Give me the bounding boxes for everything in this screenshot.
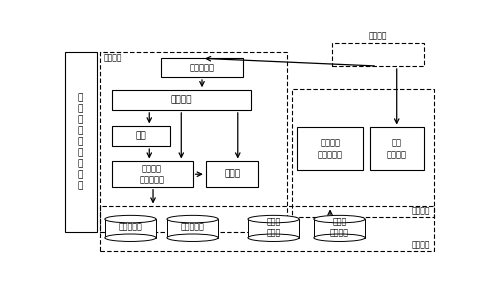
Text: 备份数据库: 备份数据库 xyxy=(119,223,142,232)
Bar xyxy=(65,52,97,232)
Ellipse shape xyxy=(105,215,156,223)
Text: 网
络
安
全
管
理
与
监
控: 网 络 安 全 管 理 与 监 控 xyxy=(78,93,83,191)
Bar xyxy=(100,206,434,251)
Bar xyxy=(105,219,156,238)
Text: 外部数据: 外部数据 xyxy=(369,32,387,41)
Bar xyxy=(248,219,299,238)
Bar xyxy=(167,219,218,238)
Ellipse shape xyxy=(167,215,218,223)
Bar xyxy=(293,89,434,217)
Text: 预警: 预警 xyxy=(136,132,146,141)
Text: 入侵检测: 入侵检测 xyxy=(171,95,192,105)
Bar xyxy=(112,126,170,146)
Bar xyxy=(369,127,424,170)
Text: 攻击特征库: 攻击特征库 xyxy=(181,223,205,232)
Ellipse shape xyxy=(167,234,218,241)
Ellipse shape xyxy=(105,234,156,241)
Bar xyxy=(332,43,424,66)
Bar xyxy=(112,90,251,110)
Ellipse shape xyxy=(248,234,299,241)
Text: 实时防御: 实时防御 xyxy=(104,54,122,62)
Text: 反攻击: 反攻击 xyxy=(224,170,240,179)
Text: 日常防御: 日常防御 xyxy=(412,207,431,216)
Bar xyxy=(100,52,287,232)
Bar xyxy=(314,219,365,238)
Bar xyxy=(297,127,363,170)
Text: 安全隐患
检测与分析: 安全隐患 检测与分析 xyxy=(318,139,343,159)
Bar xyxy=(112,162,192,187)
Ellipse shape xyxy=(314,215,365,223)
Text: 应急响应
与灾难恢复: 应急响应 与灾难恢复 xyxy=(139,164,165,184)
Text: 网络防火墙: 网络防火墙 xyxy=(190,63,214,72)
Text: 预警
（长期）: 预警 （长期） xyxy=(387,139,407,159)
Bar xyxy=(206,162,259,187)
Text: 基础设施: 基础设施 xyxy=(412,241,431,250)
Bar xyxy=(160,58,243,77)
Text: 威胁评
测数据库: 威胁评 测数据库 xyxy=(330,218,349,237)
Ellipse shape xyxy=(248,215,299,223)
Ellipse shape xyxy=(314,234,365,241)
Text: 脆弱性
数据库: 脆弱性 数据库 xyxy=(266,218,281,237)
